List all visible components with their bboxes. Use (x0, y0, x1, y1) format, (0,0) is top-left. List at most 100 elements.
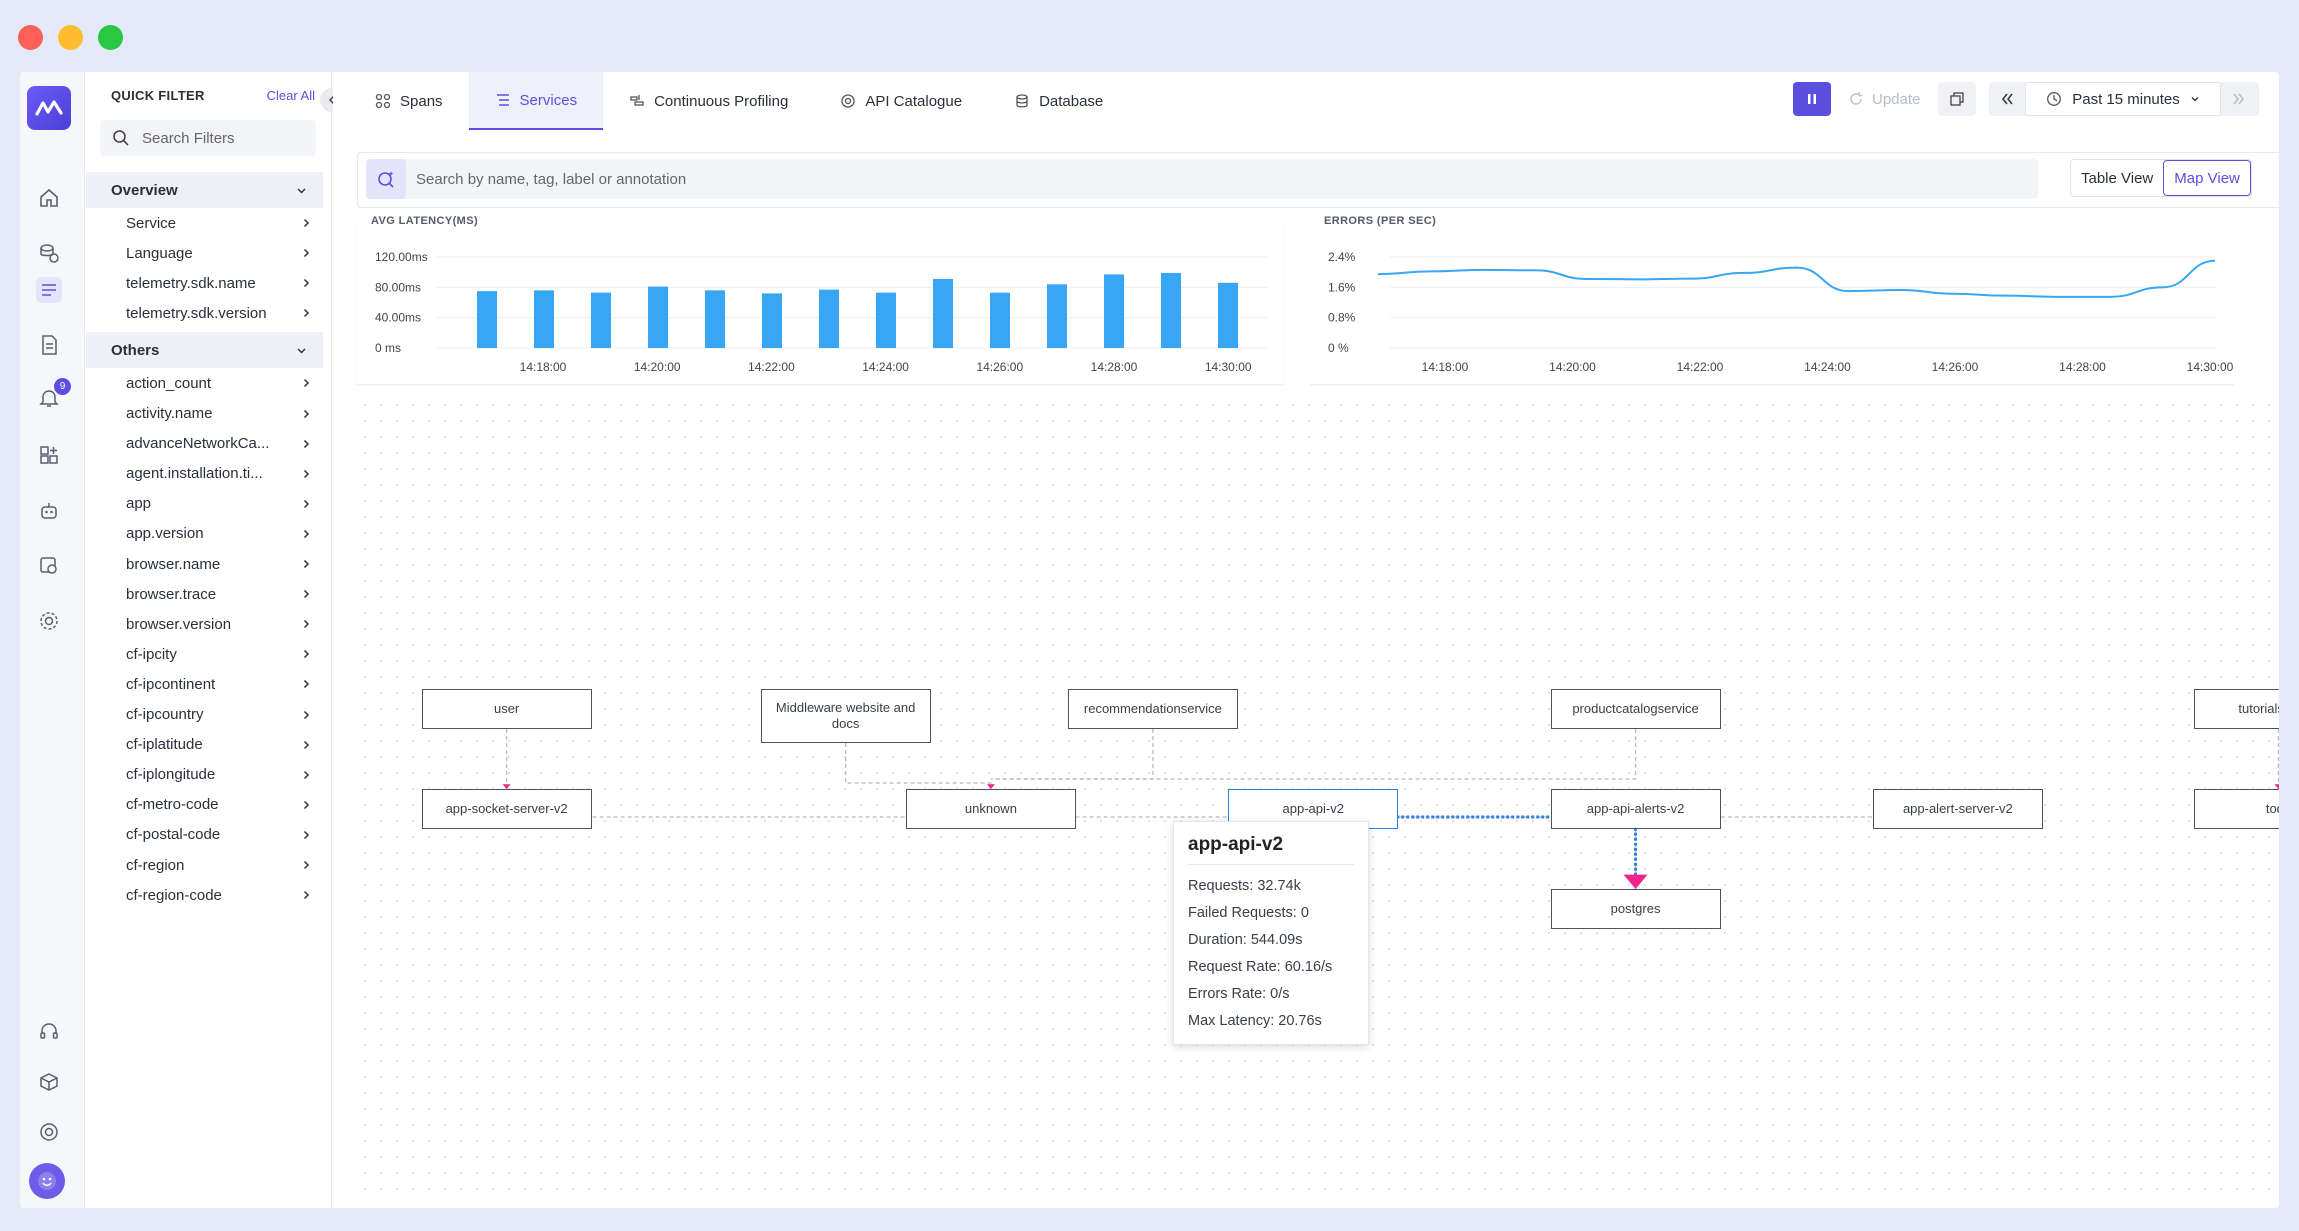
tab-api-catalogue[interactable]: API Catalogue (814, 72, 988, 130)
tab-database[interactable]: Database (988, 72, 1129, 130)
filter-item[interactable]: action_count (126, 368, 311, 398)
latency-bar[interactable] (648, 286, 668, 348)
logo-icon[interactable] (27, 86, 71, 130)
service-node-middleware[interactable]: Middleware website and docs (760, 689, 931, 743)
tab-continuous-profiling[interactable]: Continuous Profiling (603, 72, 814, 130)
infrastructure-icon[interactable] (36, 240, 62, 266)
chevron-right-icon (303, 620, 310, 629)
latency-bar[interactable] (705, 290, 725, 348)
close-window-button[interactable] (18, 25, 43, 50)
filter-item[interactable]: cf-region (126, 850, 311, 880)
latency-bar[interactable] (477, 291, 497, 348)
map-view-button[interactable]: Map View (2163, 160, 2251, 196)
preferences-gear-icon[interactable] (36, 1119, 62, 1145)
filter-item-label: telemetry.sdk.name (126, 274, 256, 292)
alerts-bell-icon[interactable]: 9 (36, 378, 71, 411)
time-forward-button[interactable] (2221, 82, 2257, 116)
latency-bar[interactable] (762, 293, 782, 348)
service-node-alertserver[interactable]: app-alert-server-v2 (1872, 789, 2043, 829)
service-node-unknown[interactable]: unknown (905, 789, 1076, 829)
filter-item[interactable]: Service (126, 208, 311, 238)
latency-bar[interactable] (876, 292, 896, 348)
service-node-recommendation[interactable]: recommendationservice (1067, 689, 1238, 729)
filter-item[interactable]: cf-iplatitude (126, 730, 311, 760)
service-node-user[interactable]: user (421, 689, 592, 729)
latency-bar[interactable] (591, 292, 611, 348)
latency-bar[interactable] (1161, 272, 1181, 348)
service-node-todo[interactable]: todo (2193, 789, 2279, 829)
filter-item[interactable]: Language (126, 238, 311, 268)
tab-services[interactable]: Services (468, 72, 604, 130)
user-avatar[interactable] (29, 1163, 65, 1199)
filter-item-label: activity.name (126, 405, 213, 422)
filter-item[interactable]: agent.installation.ti... (126, 459, 311, 489)
service-node-socket[interactable]: app-socket-server-v2 (421, 789, 592, 829)
filter-group-others[interactable]: Others (86, 332, 323, 369)
synthetics-icon[interactable] (36, 553, 62, 579)
latency-bar[interactable] (1218, 282, 1238, 348)
x-tick-label: 14:22:00 (748, 360, 795, 374)
filter-item[interactable]: advanceNetworkCa... (126, 429, 311, 459)
clear-all-link[interactable]: Clear All (266, 88, 315, 103)
filter-item[interactable]: browser.name (126, 549, 311, 579)
latency-bar[interactable] (933, 278, 953, 348)
filter-item[interactable]: browser.version (126, 609, 311, 639)
support-headset-icon[interactable] (36, 1019, 62, 1045)
dashboards-icon[interactable] (36, 442, 62, 468)
latency-bar[interactable] (819, 289, 839, 348)
filter-item[interactable]: app.version (126, 519, 311, 549)
table-view-button[interactable]: Table View (2081, 169, 2154, 187)
filter-item[interactable]: telemetry.sdk.name (126, 268, 311, 298)
maximize-window-button[interactable] (98, 25, 123, 50)
service-node-alerts[interactable]: app-api-alerts-v2 (1550, 789, 1721, 829)
y-tick-label: 0 % (1328, 341, 1349, 355)
pause-button[interactable] (1793, 82, 1831, 116)
filter-group-overview[interactable]: Overview (86, 172, 323, 208)
filter-search-input[interactable] (142, 129, 302, 147)
service-node-postgres[interactable]: postgres (1550, 889, 1721, 929)
view-toggle: Table View Map View (2070, 159, 2252, 197)
ai-robot-icon[interactable] (36, 498, 62, 524)
latency-bar[interactable] (534, 290, 554, 348)
tooltip-duration: Duration: 544.09s (1188, 932, 1303, 948)
service-node-tutorial[interactable]: tutorialservice (2193, 689, 2279, 729)
time-range-dropdown[interactable]: Past 15 minutes (2025, 82, 2221, 116)
filter-item[interactable]: app (126, 489, 311, 519)
apm-list-icon[interactable] (36, 277, 62, 303)
filter-item[interactable]: cf-ipcontinent (126, 669, 311, 699)
ai-search-icon[interactable] (366, 159, 406, 199)
filter-item[interactable]: cf-metro-code (126, 790, 311, 820)
service-node-productcatalog[interactable]: productcatalogservice (1550, 689, 1721, 729)
x-tick-label: 14:24:00 (862, 360, 909, 374)
filter-item[interactable]: cf-ipcountry (126, 700, 311, 730)
latency-bar[interactable] (1047, 284, 1067, 348)
filter-item[interactable]: cf-ipcity (126, 639, 311, 669)
filter-item-label: telemetry.sdk.version (126, 304, 267, 322)
minimize-window-button[interactable] (58, 25, 83, 50)
filter-item[interactable]: cf-iplongitude (126, 760, 311, 790)
time-back-button[interactable] (1989, 82, 2025, 116)
tab-spans[interactable]: Spans (333, 72, 469, 130)
double-chevron-right-icon (2233, 93, 2244, 105)
filter-item[interactable]: cf-region-code (126, 880, 311, 910)
tab-spans-label: Spans (400, 92, 443, 110)
chevron-down-icon (297, 348, 306, 354)
chevron-right-icon (303, 770, 310, 779)
installation-box-icon[interactable] (36, 1069, 62, 1095)
copy-link-button[interactable] (1938, 82, 1976, 116)
filter-item[interactable]: browser.trace (126, 579, 311, 609)
home-icon[interactable] (36, 185, 62, 211)
settings-gear-icon[interactable] (36, 608, 62, 634)
edge-middleware-unknown (844, 743, 992, 789)
errors-series-line[interactable] (1377, 259, 2216, 298)
tooltip-request-rate: Request Rate: 60.16/s (1188, 959, 1333, 975)
filter-item[interactable]: telemetry.sdk.version (126, 298, 311, 328)
main-search-input[interactable] (416, 170, 1996, 188)
latency-bar[interactable] (990, 292, 1010, 348)
latency-bar[interactable] (1104, 274, 1124, 348)
update-button[interactable]: Update (1848, 82, 1920, 116)
filter-item[interactable]: activity.name (126, 399, 311, 429)
edge-recommendation-unknown (990, 729, 1154, 780)
logs-icon[interactable] (36, 332, 62, 358)
filter-item[interactable]: cf-postal-code (126, 820, 311, 850)
